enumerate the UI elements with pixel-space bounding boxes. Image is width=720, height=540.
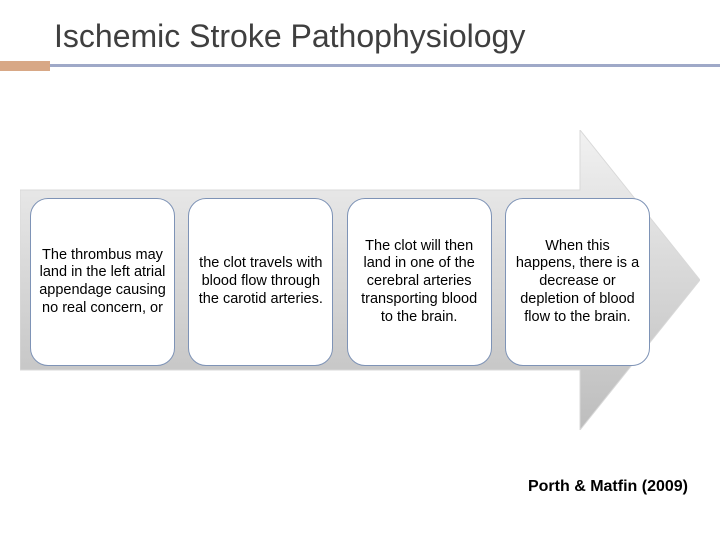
underline — [50, 64, 720, 67]
steps-row: The thrombus may land in the left atrial… — [30, 198, 650, 366]
step-box-3: The clot will then land in one of the ce… — [347, 198, 492, 366]
step-box-4: When this happens, there is a decrease o… — [505, 198, 650, 366]
step-box-1: The thrombus may land in the left atrial… — [30, 198, 175, 366]
accent-block — [0, 61, 50, 71]
page-title: Ischemic Stroke Pathophysiology — [0, 0, 720, 61]
process-arrow-container: The thrombus may land in the left atrial… — [20, 130, 700, 430]
step-box-2: the clot travels with blood flow through… — [188, 198, 333, 366]
citation-text: Porth & Matfin (2009) — [528, 478, 688, 496]
title-underline-row — [0, 61, 720, 71]
